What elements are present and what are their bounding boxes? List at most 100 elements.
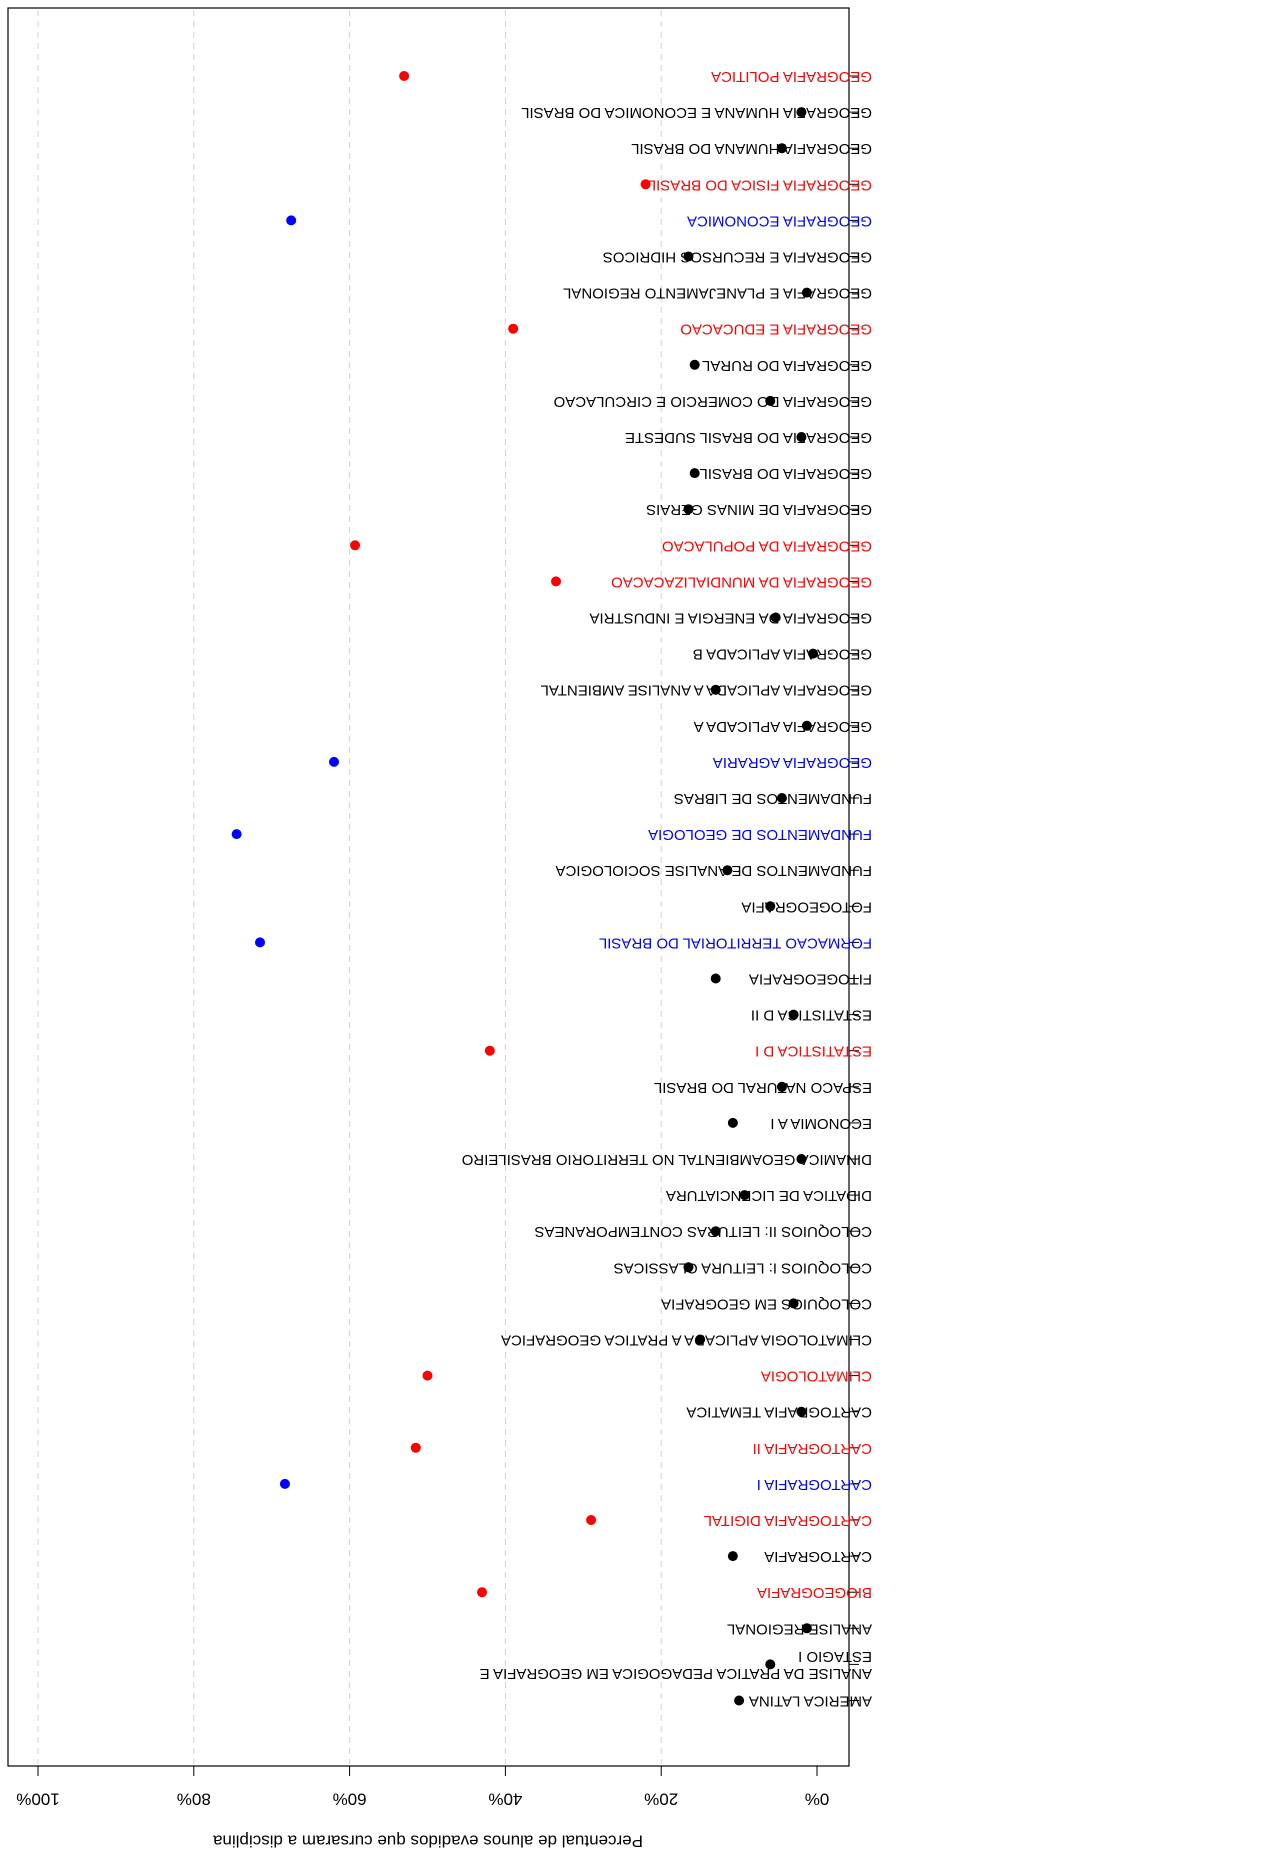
category-label: ECONOMIA A I <box>770 1115 872 1132</box>
category-label: CARTOGRAFIA II <box>753 1440 872 1457</box>
category-label-group: CLIMATOLOGIA <box>761 1368 872 1385</box>
category-label: GEOGRAFIA DA MUNDIALIZACACAO <box>611 573 872 590</box>
category-label-group: ESTATISTICA D I <box>755 1043 872 1060</box>
category-label-group: FUNDAMENTOS DE GEOLOGIA <box>648 826 872 843</box>
category-label: AMERICA LATINA <box>749 1693 872 1710</box>
plot-frame <box>7 7 850 1767</box>
data-point <box>710 1226 721 1237</box>
data-point <box>796 1154 807 1164</box>
data-point <box>739 1190 750 1201</box>
category-label-group: GEOGRAFIA E EDUCACAO <box>680 321 872 338</box>
category-label: ESTATISTICA D I <box>755 1043 872 1060</box>
x-tick-label-group: 40% <box>488 1790 522 1809</box>
category-label-group: BIOGEOGRAFIA <box>757 1584 872 1601</box>
category-label: GEOGRAFIA DO BRASIL SUDESTE <box>625 429 872 446</box>
category-label-group: GEOGRAFIA POLITICA <box>711 68 872 85</box>
data-point <box>231 829 242 840</box>
category-label-group: DINAMICA GEOAMBIENTAL NO TERRITORIO BRAS… <box>462 1151 872 1168</box>
category-label-group: GEOGRAFIA FISICA DO BRASIL <box>648 176 872 193</box>
category-label: GEOGRAFIA APLICADA A ANALISE AMBIENTAL <box>540 682 872 699</box>
category-label-group: GEOGRAFIA AGRARIA <box>713 754 872 771</box>
data-point <box>695 1334 706 1345</box>
category-label-group: GEOGRAFIA E PLANEJAMENTO REGIONAL <box>563 285 872 302</box>
data-point <box>255 937 266 948</box>
category-label-group: FITOGEOGRAFIA <box>749 971 872 988</box>
category-label-group: COLOQUIOS II: LEITURAS CONTEMPORANEAS <box>534 1223 872 1240</box>
category-label: FUNDAMENTOS DE GEOLOGIA <box>648 826 872 843</box>
category-label: GEOGRAFIA E RECURSOS HIDRICOS <box>603 249 872 266</box>
data-point <box>689 468 700 479</box>
category-label: COLOQUIOS EM GEOGRAFIA <box>661 1295 872 1312</box>
category-label: GEOGRAFIA FISICA DO BRASIL <box>648 176 872 193</box>
data-point <box>477 1587 488 1598</box>
category-label-group: ANALISE DA PRATICA PEDAGOGICA EM GEOGRAF… <box>480 1648 872 1682</box>
category-label: FORMACAO TERRITORIAL DO BRASIL <box>599 934 872 951</box>
category-label: FUNDAMENTOS DE LIBRAS <box>674 790 872 807</box>
category-label: GEOGRAFIA HUMANA DO BRASIL <box>631 140 872 157</box>
category-label: CLIMATOLOGIA APLICADA A PRATICA GEOGRAFI… <box>501 1332 872 1349</box>
category-label-group: ESTATISTICA D II <box>751 1007 872 1024</box>
category-label: ANALISE REGIONAL <box>727 1620 872 1637</box>
category-label: CLIMATOLOGIA <box>761 1368 872 1385</box>
category-label: CARTOGRAFIA <box>764 1548 872 1565</box>
category-label-group: ESPACO NATURAL DO BRASIL <box>654 1079 872 1096</box>
category-label-group: GEOGRAFIA DA MUNDIALIZACACAO <box>611 573 872 590</box>
x-tick-label-group: 100% <box>16 1790 59 1809</box>
category-label-group: FUNDAMENTOS DE LIBRAS <box>674 790 872 807</box>
category-label-group: GEOGRAFIA E RECURSOS HIDRICOS <box>603 249 872 266</box>
category-label-group: COLOQUIOS EM GEOGRAFIA <box>661 1295 872 1312</box>
data-point <box>776 143 787 154</box>
data-point <box>350 540 361 551</box>
x-tick-label: 0% <box>805 1790 830 1809</box>
x-tick-label: 40% <box>488 1790 522 1809</box>
category-label-group: GEOGRAFIA APLICADA B <box>693 646 872 663</box>
category-label: COLOQUIOS II: LEITURAS CONTEMPORANEAS <box>534 1223 872 1240</box>
category-label: FOTOGEOGRAFIA <box>741 898 872 915</box>
category-label: DINAMICA GEOAMBIENTAL NO TERRITORIO BRAS… <box>462 1151 872 1168</box>
data-point <box>796 1406 807 1417</box>
data-point <box>422 1370 433 1381</box>
category-label-group: CLIMATOLOGIA APLICADA A PRATICA GEOGRAFI… <box>501 1332 872 1349</box>
category-label: GEOGRAFIA E EDUCACAO <box>680 321 872 338</box>
data-point <box>734 1695 745 1706</box>
data-point <box>683 504 694 515</box>
x-tick-label-group: 0% <box>805 1790 830 1809</box>
data-point <box>801 720 812 731</box>
category-label: GEOGRAFIA AGRARIA <box>713 754 872 771</box>
x-tick-label-group: 20% <box>644 1790 678 1809</box>
category-label: ESTATISTICA D II <box>751 1007 872 1024</box>
data-point <box>776 793 787 803</box>
data-point <box>722 865 733 876</box>
data-point <box>710 973 721 984</box>
data-point <box>586 1515 597 1525</box>
data-point <box>788 1009 799 1020</box>
data-point <box>551 576 562 587</box>
category-label-group: GEOGRAFIA HUMANA DO BRASIL <box>631 140 872 157</box>
data-point <box>329 756 340 767</box>
data-point <box>399 71 410 81</box>
category-label-group: CARTOGRAFIA <box>764 1548 872 1565</box>
category-label: GEOGRAFIA APLICADA A <box>694 718 872 735</box>
x-axis-title-group: Percentual de alunos evadidos que cursar… <box>212 1832 643 1851</box>
category-label: FUNDAMENTOS DE ANALISE SOCIOLOGICA <box>556 862 872 879</box>
data-point <box>689 359 700 370</box>
category-label: GEOGRAFIA HUMANA E ECONOMICA DO BRASIL <box>521 104 872 121</box>
data-point <box>788 1298 799 1309</box>
x-axis-title: Percentual de alunos evadidos que cursar… <box>212 1832 643 1851</box>
category-label-group: CARTOGRAFIA I <box>757 1476 872 1493</box>
category-label: GEOGRAFIA DO COMERCIO E CIRCULACAO <box>554 393 872 410</box>
data-point <box>279 1478 290 1489</box>
category-label: GEOGRAFIA DA ENERGIA E INDUSTRIA <box>589 610 872 627</box>
category-label: GEOGRAFIA APLICADA B <box>693 646 872 663</box>
category-label-group: GEOGRAFIA DO BRASIL <box>699 465 872 482</box>
category-label: GEOGRAFIA POLITICA <box>711 68 872 85</box>
x-tick-label: 80% <box>177 1790 211 1809</box>
data-point <box>727 1117 738 1128</box>
category-label: BIOGEOGRAFIA <box>757 1584 872 1601</box>
data-point <box>765 395 776 406</box>
data-point <box>410 1442 421 1453</box>
category-label-group: GEOGRAFIA APLICADA A ANALISE AMBIENTAL <box>540 682 872 699</box>
category-label: GEOGRAFIA ECONOMICA <box>687 212 872 229</box>
